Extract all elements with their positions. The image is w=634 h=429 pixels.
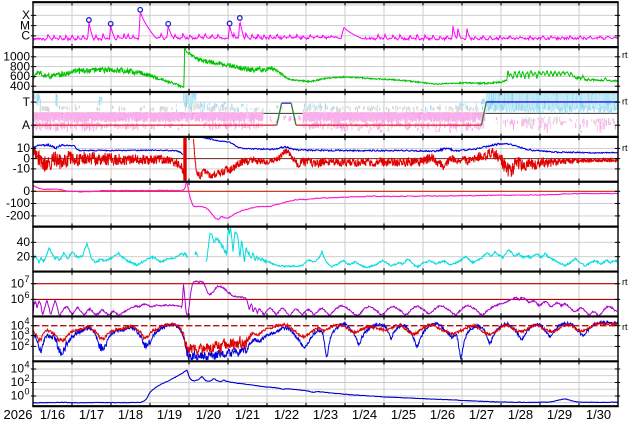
svg-text:10: 10	[11, 318, 25, 332]
svg-text:1/24: 1/24	[352, 407, 377, 422]
svg-text:1/29: 1/29	[547, 407, 572, 422]
svg-text:-200: -200	[6, 209, 30, 223]
svg-text:4: 4	[25, 359, 30, 369]
svg-text:20: 20	[17, 249, 31, 263]
svg-text:1/25: 1/25	[391, 407, 416, 422]
svg-text:rt: rt	[622, 143, 628, 153]
svg-text:600: 600	[10, 69, 30, 83]
svg-text:10: 10	[11, 362, 25, 376]
svg-text:-10: -10	[13, 162, 31, 176]
svg-text:1/26: 1/26	[430, 407, 455, 422]
svg-text:1/18: 1/18	[118, 407, 143, 422]
svg-text:10: 10	[11, 328, 25, 342]
svg-text:rt: rt	[622, 277, 628, 287]
svg-text:10: 10	[11, 292, 25, 306]
svg-text:M: M	[20, 18, 30, 32]
svg-text:10: 10	[11, 389, 25, 403]
svg-text:0: 0	[23, 151, 30, 165]
svg-text:6: 6	[25, 290, 30, 300]
svg-text:10: 10	[17, 141, 31, 155]
svg-text:800: 800	[10, 59, 30, 73]
svg-text:C: C	[21, 28, 30, 42]
svg-text:3: 3	[25, 326, 30, 336]
svg-text:40: 40	[17, 235, 31, 249]
svg-text:0: 0	[25, 386, 30, 396]
svg-text:T: T	[23, 95, 31, 109]
svg-text:4: 4	[25, 316, 30, 326]
svg-text:1/28: 1/28	[508, 407, 533, 422]
svg-text:rt: rt	[622, 322, 628, 332]
svg-text:-100: -100	[6, 196, 30, 210]
svg-text:rt: rt	[622, 97, 628, 107]
svg-text:0: 0	[23, 184, 30, 198]
svg-text:1/16: 1/16	[40, 407, 65, 422]
svg-text:2026: 2026	[4, 407, 33, 422]
svg-text:1/19: 1/19	[157, 407, 182, 422]
svg-text:X: X	[22, 8, 30, 22]
svg-text:rt: rt	[622, 50, 628, 60]
svg-text:400: 400	[10, 79, 30, 93]
svg-text:1/30: 1/30	[586, 407, 611, 422]
svg-text:1/20: 1/20	[196, 407, 221, 422]
svg-text:7: 7	[25, 274, 30, 284]
svg-text:1000: 1000	[3, 49, 30, 63]
svg-text:2: 2	[25, 337, 30, 347]
svg-text:1/17: 1/17	[79, 407, 104, 422]
svg-text:1/27: 1/27	[469, 407, 494, 422]
svg-text:1/22: 1/22	[274, 407, 299, 422]
svg-text:1/21: 1/21	[235, 407, 260, 422]
svg-text:10: 10	[11, 375, 25, 389]
svg-text:10: 10	[11, 339, 25, 353]
svg-text:2: 2	[25, 373, 30, 383]
svg-text:10: 10	[11, 276, 25, 290]
svg-text:A: A	[22, 118, 30, 132]
svg-text:1/23: 1/23	[313, 407, 338, 422]
